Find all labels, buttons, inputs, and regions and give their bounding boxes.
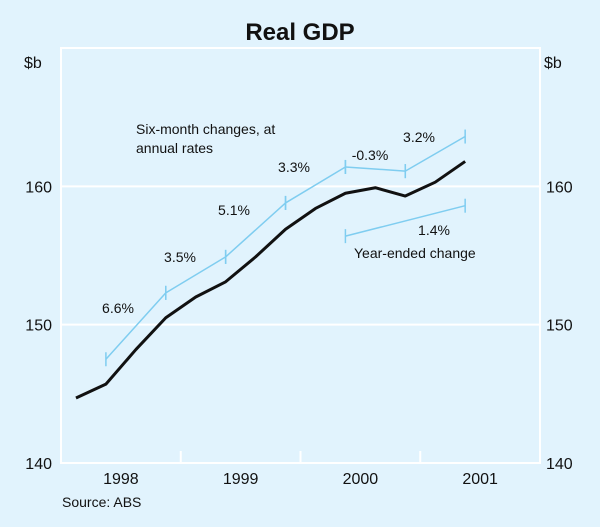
x-tick-labels: 1998 1999 2000 2001 bbox=[103, 471, 498, 488]
six-month-change-segment bbox=[105, 292, 167, 360]
annotations: 6.6% 3.5% 5.1% 3.3% -0.3% 3.2% 1.4% Six-month c… bbox=[102, 121, 476, 367]
y-axis-unit-left: $b bbox=[24, 55, 42, 72]
y-tick-labels-right: 140 150 160 bbox=[546, 179, 573, 473]
y-tick-label-left: 150 bbox=[25, 318, 52, 335]
six-month-change-segment bbox=[404, 135, 466, 172]
six-month-change-segment bbox=[165, 256, 227, 294]
y-tick-label-left: 140 bbox=[25, 456, 52, 473]
real-gdp-line bbox=[75, 160, 467, 400]
six-month-change-segment bbox=[225, 202, 287, 258]
chart-title: Real GDP bbox=[245, 19, 354, 46]
x-tick-label: 1998 bbox=[103, 471, 139, 488]
six-month-change-label: -0.3% bbox=[352, 147, 389, 163]
six-month-changes-label: Six-month changes, at bbox=[136, 121, 275, 137]
series-group bbox=[75, 160, 467, 400]
x-tick-label: 2000 bbox=[343, 471, 379, 488]
six-month-changes-label-line2: annual rates bbox=[136, 140, 213, 156]
six-month-change-label: 6.6% bbox=[102, 300, 134, 316]
six-month-change-segment bbox=[285, 166, 346, 204]
y-tick-labels-left: 140 150 160 bbox=[25, 179, 52, 473]
y-tick-label-left: 160 bbox=[25, 179, 52, 196]
six-month-change-label: 5.1% bbox=[218, 202, 250, 218]
x-tick-label: 1999 bbox=[223, 471, 259, 488]
six-month-change-label: 3.3% bbox=[278, 159, 310, 175]
grid-lines bbox=[61, 185, 540, 463]
six-month-change-label: 3.5% bbox=[164, 249, 196, 265]
y-tick-label-right: 140 bbox=[546, 456, 573, 473]
x-tick-label: 2001 bbox=[462, 471, 498, 488]
source-note: Source: ABS bbox=[62, 494, 141, 510]
y-axis-unit-right: $b bbox=[544, 55, 562, 72]
six-month-change-segment bbox=[345, 166, 406, 172]
y-tick-label-right: 160 bbox=[546, 179, 573, 196]
y-tick-label-right: 150 bbox=[546, 318, 573, 335]
six-month-change-label: 3.2% bbox=[403, 129, 435, 145]
year-ended-change-label: Year-ended change bbox=[354, 245, 476, 261]
year-ended-change-value: 1.4% bbox=[418, 222, 450, 238]
year-ended-change-segment bbox=[345, 204, 466, 237]
